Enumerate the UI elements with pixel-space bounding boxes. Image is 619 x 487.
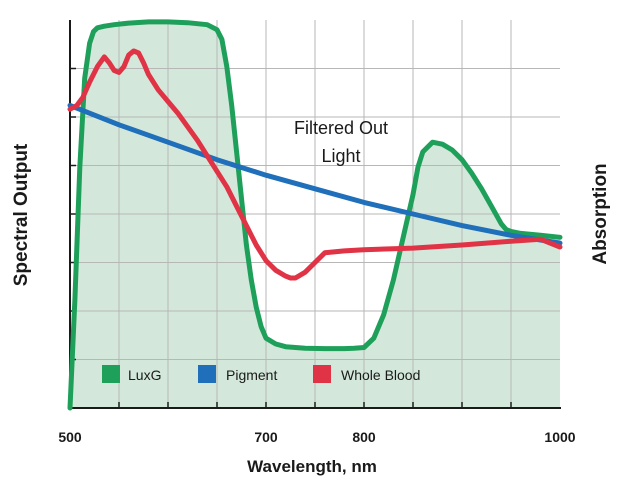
legend-swatch-whole-blood (313, 365, 331, 383)
series-lines (67, 19, 563, 411)
annotation-line-1: Filtered Out (294, 118, 388, 138)
x-tick-label-800: 800 (352, 429, 376, 445)
axes (69, 20, 561, 409)
grid-lines (70, 20, 560, 408)
series-line-whole-blood (67, 48, 563, 281)
y-axis-title-right: Absorption (590, 163, 611, 264)
legend-label-pigment: Pigment (226, 367, 277, 383)
annotation: Filtered Out Light (294, 118, 388, 166)
x-tick-label-700: 700 (254, 429, 278, 445)
series-line-luxg (67, 19, 563, 411)
x-tick-label-1000: 1000 (544, 429, 575, 445)
legend-label-whole-blood: Whole Blood (341, 367, 420, 383)
x-axis-title: Wavelength, nm (247, 457, 377, 476)
legend-swatch-pigment (198, 365, 216, 383)
series-line-pigment (67, 102, 563, 246)
legend-label-luxg: LuxG (128, 367, 161, 383)
legend-swatch-luxg (102, 365, 120, 383)
annotation-line-2: Light (321, 146, 360, 166)
legend: LuxG Pigment Whole Blood (102, 365, 420, 383)
y-axis-title-left: Spectral Output (11, 143, 32, 286)
x-tick-label-500: 500 (58, 429, 82, 445)
